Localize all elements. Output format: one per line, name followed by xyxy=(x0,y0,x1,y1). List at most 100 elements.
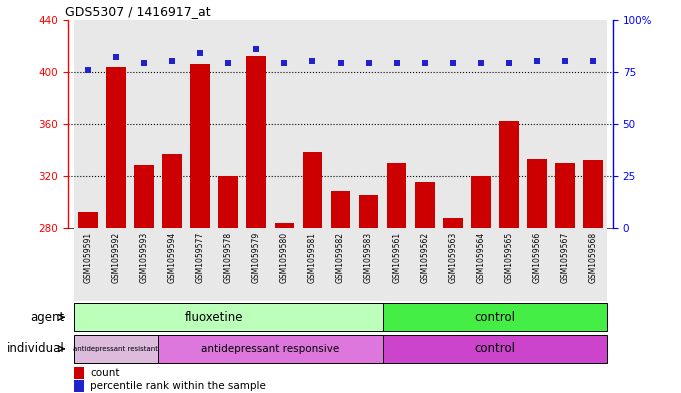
Bar xyxy=(523,228,551,301)
Bar xyxy=(274,223,294,228)
Bar xyxy=(555,163,575,228)
Bar xyxy=(214,20,242,228)
Point xyxy=(391,60,402,66)
Text: count: count xyxy=(90,368,119,378)
Point xyxy=(532,58,543,64)
Bar xyxy=(439,20,467,228)
Text: GSM1059582: GSM1059582 xyxy=(336,231,345,283)
Text: GSM1059583: GSM1059583 xyxy=(364,231,373,283)
Point xyxy=(475,60,486,66)
Bar xyxy=(527,159,547,228)
Bar xyxy=(101,228,130,301)
Bar xyxy=(467,20,495,228)
Text: individual: individual xyxy=(7,342,65,355)
Bar xyxy=(298,20,326,228)
Bar xyxy=(186,228,214,301)
Bar xyxy=(383,20,411,228)
Text: GSM1059564: GSM1059564 xyxy=(477,231,486,283)
Bar xyxy=(331,191,350,228)
Bar xyxy=(162,154,182,228)
Text: GSM1059577: GSM1059577 xyxy=(195,231,204,283)
Point xyxy=(307,58,318,64)
Bar xyxy=(326,20,355,228)
Bar xyxy=(383,335,607,363)
Bar xyxy=(101,20,130,228)
Text: GSM1059579: GSM1059579 xyxy=(252,231,261,283)
Bar xyxy=(214,228,242,301)
Bar xyxy=(242,20,270,228)
Point xyxy=(195,50,206,56)
Text: control: control xyxy=(475,342,516,355)
Text: antidepressant resistant: antidepressant resistant xyxy=(74,346,159,352)
Bar xyxy=(551,228,580,301)
Text: control: control xyxy=(475,311,516,324)
Point xyxy=(363,60,374,66)
Bar xyxy=(158,228,186,301)
Bar xyxy=(355,20,383,228)
Bar xyxy=(411,228,439,301)
Bar xyxy=(383,228,411,301)
Bar xyxy=(158,20,186,228)
Text: GSM1059580: GSM1059580 xyxy=(280,231,289,283)
Text: GSM1059567: GSM1059567 xyxy=(560,231,570,283)
Text: fluoxetine: fluoxetine xyxy=(185,311,243,324)
Bar xyxy=(247,56,266,228)
Text: GSM1059581: GSM1059581 xyxy=(308,231,317,283)
Text: antidepressant responsive: antidepressant responsive xyxy=(201,344,339,354)
Bar xyxy=(158,335,383,363)
Bar xyxy=(495,20,523,228)
Bar xyxy=(270,228,298,301)
Point xyxy=(251,46,262,52)
Text: GSM1059593: GSM1059593 xyxy=(140,231,148,283)
Bar xyxy=(130,228,158,301)
Point xyxy=(588,58,599,64)
Bar xyxy=(74,367,84,379)
Text: GSM1059563: GSM1059563 xyxy=(448,231,458,283)
Bar xyxy=(326,228,355,301)
Text: GSM1059592: GSM1059592 xyxy=(111,231,121,283)
Bar xyxy=(415,182,434,228)
Bar xyxy=(499,121,519,228)
Bar xyxy=(74,335,158,363)
Bar xyxy=(302,152,322,228)
Bar xyxy=(439,228,467,301)
Point xyxy=(335,60,346,66)
Point xyxy=(110,54,121,60)
Bar xyxy=(383,303,607,332)
Bar xyxy=(471,176,491,228)
Bar xyxy=(219,176,238,228)
Bar xyxy=(74,303,383,332)
Bar xyxy=(523,20,551,228)
Bar xyxy=(443,217,462,228)
Bar xyxy=(551,20,580,228)
Bar xyxy=(355,228,383,301)
Bar xyxy=(242,228,270,301)
Point xyxy=(223,60,234,66)
Bar xyxy=(74,380,84,393)
Bar xyxy=(298,228,326,301)
Text: agent: agent xyxy=(31,311,65,324)
Text: GDS5307 / 1416917_at: GDS5307 / 1416917_at xyxy=(65,6,211,18)
Point xyxy=(279,60,290,66)
Text: GSM1059561: GSM1059561 xyxy=(392,231,401,283)
Bar xyxy=(186,20,214,228)
Bar xyxy=(580,228,607,301)
Text: GSM1059568: GSM1059568 xyxy=(589,231,598,283)
Text: GSM1059591: GSM1059591 xyxy=(83,231,92,283)
Point xyxy=(560,58,571,64)
Bar xyxy=(74,20,101,228)
Text: percentile rank within the sample: percentile rank within the sample xyxy=(90,381,266,391)
Bar xyxy=(467,228,495,301)
Point xyxy=(419,60,430,66)
Bar xyxy=(580,20,607,228)
Bar xyxy=(270,20,298,228)
Bar xyxy=(190,64,210,228)
Text: GSM1059562: GSM1059562 xyxy=(420,231,429,283)
Text: GSM1059565: GSM1059565 xyxy=(505,231,513,283)
Bar xyxy=(130,20,158,228)
Bar xyxy=(134,165,154,228)
Bar xyxy=(359,195,379,228)
Point xyxy=(503,60,514,66)
Bar xyxy=(387,163,407,228)
Text: GSM1059578: GSM1059578 xyxy=(223,231,233,283)
